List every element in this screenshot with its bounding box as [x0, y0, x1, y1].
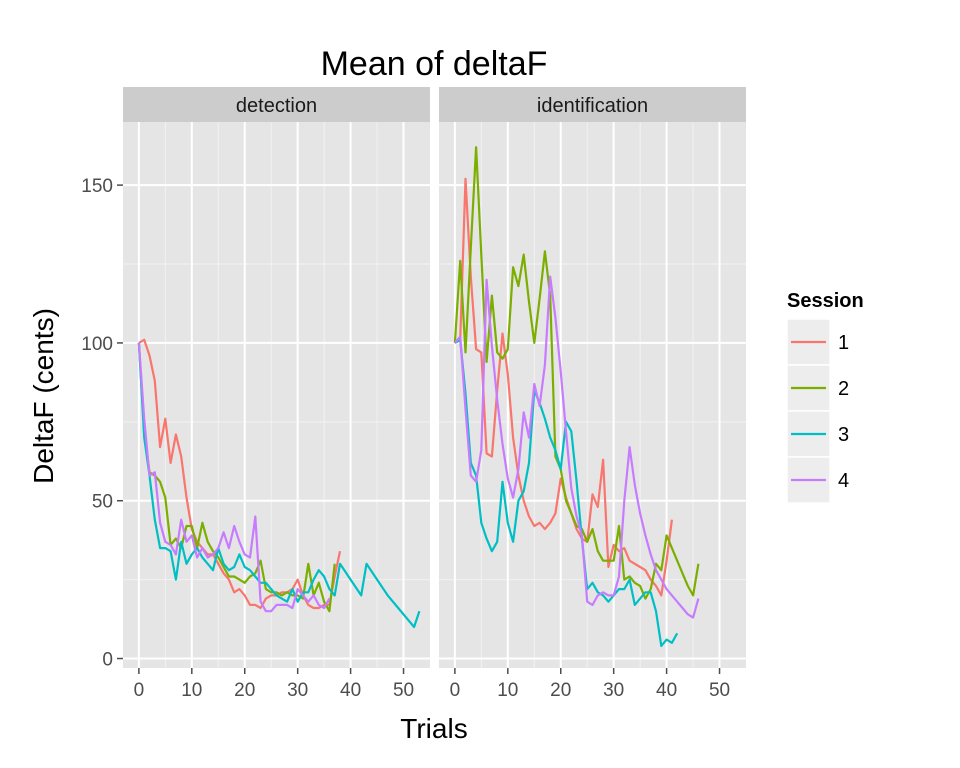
legend-label-session-1: 1	[838, 332, 849, 354]
x-tick-label: 10	[497, 680, 518, 701]
series-line-session-1	[138, 338, 342, 610]
x-tick-label: 10	[181, 680, 202, 701]
x-tick-label: 50	[709, 680, 730, 701]
x-tick-label: 40	[340, 680, 361, 701]
series-line-session-2	[453, 146, 700, 600]
panel-background	[123, 122, 430, 668]
legend-label-session-2: 2	[838, 378, 849, 400]
x-tick-label: 30	[603, 680, 624, 701]
legend-title: Session	[787, 290, 864, 312]
legend-label-session-3: 3	[838, 424, 849, 446]
y-tick-label: 100	[81, 334, 113, 355]
y-tick-label: 150	[81, 176, 113, 197]
x-tick-label: 30	[287, 680, 308, 701]
x-tick-label: 20	[234, 680, 255, 701]
series-line-session-3	[137, 342, 421, 629]
x-tick-label: 20	[550, 680, 571, 701]
y-axis-title: DeltaF (cents)	[28, 308, 59, 484]
x-tick-label: 0	[134, 680, 145, 701]
y-tick-label: 0	[102, 650, 113, 671]
series-line-session-4	[454, 275, 700, 619]
series-line-session-2	[137, 342, 336, 613]
panel-detection: detection 0 10 20 30 40 50 0 50 100 150	[81, 87, 430, 701]
facet-strip-label: identification	[537, 95, 648, 117]
x-tick-label: 40	[656, 680, 677, 701]
legend-label-session-4: 4	[838, 470, 849, 492]
x-tick-label: 0	[450, 680, 461, 701]
x-tick-label: 50	[393, 680, 414, 701]
x-axis-title: Trials	[400, 713, 467, 744]
facet-strip	[123, 87, 430, 122]
y-tick-label: 50	[92, 492, 113, 513]
legend: Session 1 2 3 4	[786, 290, 864, 504]
series-line-session-4	[137, 342, 331, 613]
facet-strip-label: detection	[236, 95, 317, 117]
panel-background	[439, 122, 746, 668]
facet-strip	[439, 87, 746, 122]
panel-identification: identification 0 10 20 30 40 50	[439, 87, 746, 701]
chart-title: Mean of deltaF	[321, 45, 548, 83]
